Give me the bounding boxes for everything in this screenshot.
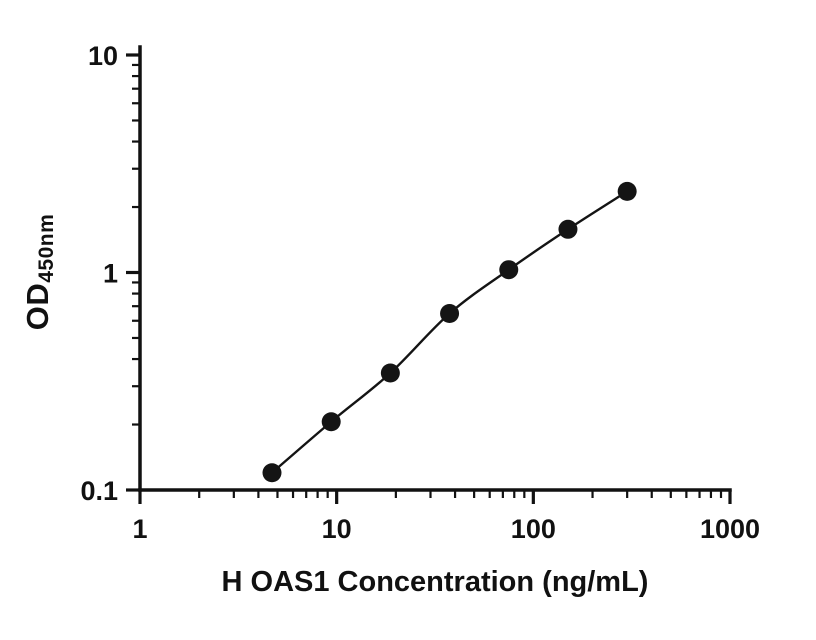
data-point xyxy=(440,303,460,323)
x-axis-title: H OAS1 Concentration (ng/mL) xyxy=(221,566,649,598)
x-tick-label: 10 xyxy=(322,514,352,544)
data-point xyxy=(499,260,519,280)
y-axis-title-subscript: 450nm xyxy=(35,213,58,283)
y-axis-title: OD450nm xyxy=(20,142,64,402)
data-point xyxy=(558,219,578,239)
y-axis-title-main: OD xyxy=(20,282,55,331)
x-tick-label: 100 xyxy=(511,514,556,544)
y-tick-label: 1 xyxy=(103,259,118,289)
x-tick-label: 1000 xyxy=(700,514,760,544)
x-tick-label: 1 xyxy=(132,514,147,544)
y-tick-label: 10 xyxy=(88,41,118,71)
data-point xyxy=(321,412,341,432)
data-point xyxy=(617,181,637,201)
data-point xyxy=(380,363,400,383)
y-tick-label: 0.1 xyxy=(80,476,118,506)
data-point xyxy=(262,463,282,483)
